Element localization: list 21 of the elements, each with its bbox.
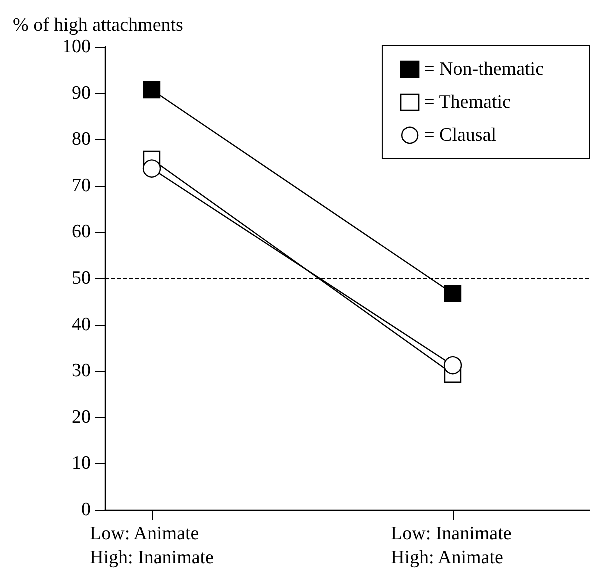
y-tick-label: 80 xyxy=(72,129,91,150)
point xyxy=(143,81,161,99)
point xyxy=(444,356,462,375)
point xyxy=(444,285,462,302)
legend-label: = Thematic xyxy=(424,92,511,113)
y-tick-label: 100 xyxy=(62,36,91,58)
y-tick-label: 90 xyxy=(72,82,91,104)
y-axis-title: % of high attachments xyxy=(13,15,184,36)
y-tick-label: 40 xyxy=(72,314,91,336)
y-tick-label: 30 xyxy=(72,360,91,382)
legend-label: = Clausal xyxy=(424,125,497,146)
y-tick-label: 20 xyxy=(72,406,91,428)
x-tick-label: Low: Inanimate High: Animate xyxy=(391,524,512,568)
x-tick-label: Low: Animate High: Inanimate xyxy=(90,524,214,568)
y-tick-label: 0 xyxy=(82,500,91,520)
y-tick-label: 10 xyxy=(72,453,91,474)
y-tick-label: 50 xyxy=(72,268,91,289)
point xyxy=(142,160,162,178)
y-tick-label: 70 xyxy=(72,175,91,196)
legend-label: = Non-thematic xyxy=(424,59,544,80)
y-tick-label: 60 xyxy=(72,222,91,243)
